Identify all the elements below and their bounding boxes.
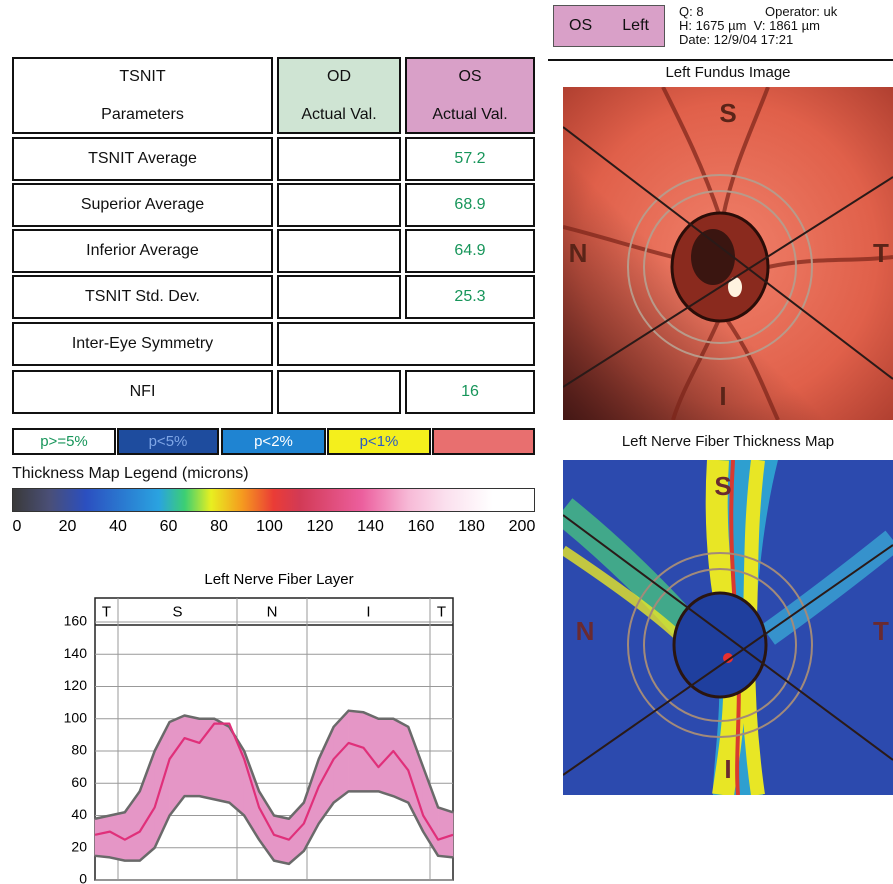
fundus-image: S N T I [563,87,893,420]
od-cell [277,137,401,181]
scale-label: 120 [307,518,334,535]
fundus-label: I [719,381,726,411]
fundus-label: T [873,238,889,268]
row-label: Inter-Eye Symmetry [12,322,273,366]
chart-title: Left Nerve Fiber Layer [204,571,353,588]
map-label: I [724,754,731,784]
merged-cell [277,322,535,366]
eye-box: OS Left [553,5,665,47]
fundus-title: Left Fundus Image [563,64,893,81]
y-tick-label: 160 [64,613,88,629]
normal-band [438,807,453,857]
fundus-label: S [719,98,736,128]
y-tick-label: 60 [71,774,87,790]
normal-band [214,719,229,803]
thickness-scale: 0 20 40 60 80 100 120 140 160 180 200 [0,514,548,540]
row-label: NFI [12,370,273,414]
sig-box: p<2% [221,428,326,455]
thickness-map: S N T I [563,460,893,795]
normal-band [185,716,200,797]
header-text: Parameters [101,96,184,134]
od-cell [277,275,401,319]
y-tick-label: 0 [79,871,87,884]
scale-label: 180 [458,518,485,535]
y-tick-label: 100 [64,709,88,725]
map-label: T [873,616,889,646]
map-label: S [714,471,731,501]
os-value: 64.9 [405,229,535,273]
sig-box: p>=5% [12,428,116,455]
normal-band [349,711,364,792]
row-label: Inferior Average [12,229,273,273]
thickness-gradient [12,488,535,512]
info-q: Q: 8 [679,4,704,19]
row-label: TSNIT Std. Dev. [12,275,273,319]
od-cell [277,183,401,227]
scale-label: 40 [109,518,127,535]
header-rule [548,59,893,61]
scale-label: 0 [13,518,22,535]
scale-label: 100 [256,518,283,535]
info-date: Date: 12/9/04 17:21 [679,32,793,47]
scale-label: 20 [59,518,77,535]
scale-label: 200 [509,518,536,535]
eye-side: Left [622,17,649,35]
fundus-label: N [569,238,588,268]
header-text: OS [458,58,481,96]
thickness-map-title: Left Nerve Fiber Thickness Map [563,433,893,450]
info-operator: Operator: uk [765,4,837,19]
page: { "header": {"eye_box": ["OS", "Left"], … [0,0,893,884]
y-tick-label: 80 [71,742,87,758]
header-text: OD [327,58,351,96]
header-text: TSNIT [119,58,165,96]
region-label: I [366,603,370,620]
os-value: 57.2 [405,137,535,181]
row-label: Superior Average [12,183,273,227]
region-label: T [437,603,446,620]
scale-label: 140 [357,518,384,535]
sig-box: p<5% [117,428,219,455]
header-text: Actual Val. [432,96,507,134]
row-label: TSNIT Average [12,137,273,181]
header-text: Actual Val. [301,96,376,134]
scale-label: 80 [210,518,228,535]
normal-band [95,816,110,858]
normal-band [199,719,214,800]
scale-label: 160 [408,518,435,535]
thickness-legend-title: Thickness Map Legend (microns) [12,465,249,483]
y-tick-label: 120 [64,677,88,693]
od-cell [277,370,401,414]
region-label: N [267,603,278,620]
os-value: 16 [405,370,535,414]
region-label: S [172,603,182,620]
tsnit-chart: Left Nerve Fiber Layer 0 20 40 60 80 100 120 14… [0,560,470,884]
y-tick-label: 20 [71,838,87,854]
od-cell [277,229,401,273]
os-value: 68.9 [405,183,535,227]
y-tick-label: 140 [64,645,88,661]
info-size: H: 1675 µm V: 1861 µm [679,18,820,33]
y-tick-label: 40 [71,806,87,822]
sig-box [432,428,535,455]
region-label: T [102,603,111,620]
eye-label: OS [569,17,592,35]
os-value: 25.3 [405,275,535,319]
map-label: N [576,616,595,646]
scale-label: 60 [160,518,178,535]
sig-box: p<1% [327,428,431,455]
